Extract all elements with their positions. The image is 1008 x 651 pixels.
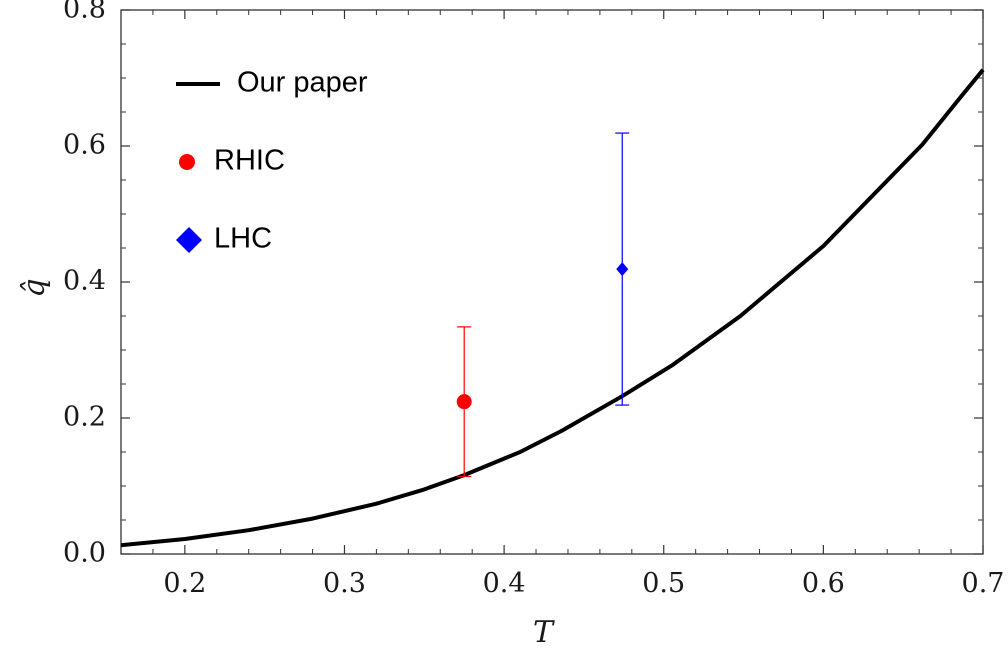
data-point-rhic [456, 394, 472, 410]
legend-label-lhc: LHC [214, 223, 272, 255]
x-tick-label: 0.3 [323, 568, 366, 599]
legend-label-our-paper: Our paper [237, 67, 368, 99]
legend-swatch-lhc [176, 227, 202, 253]
ticks-layer: 0.2 0.3 0.4 0.5 0.6 0.7 0.0 0.2 0.4 0.6 0.8 [63, 0, 1004, 599]
y-tick-label: 0.8 [63, 0, 106, 25]
x-tick-label: 0.2 [163, 568, 206, 599]
data-point-lhc [616, 262, 629, 277]
x-tick-label: 0.7 [962, 568, 1005, 599]
series-layer [120, 68, 985, 548]
series-line-our-paper [120, 68, 985, 548]
x-axis-label: T [533, 615, 555, 650]
x-tick-label: 0.5 [642, 568, 685, 599]
x-tick-label: 0.4 [483, 568, 526, 599]
y-tick-label: 0.4 [63, 266, 106, 297]
y-tick-label: 0.6 [63, 130, 106, 161]
x-tick-label: 0.6 [802, 568, 845, 599]
legend-swatch-rhic [179, 154, 195, 170]
y-tick-label: 0.0 [63, 538, 106, 569]
y-axis-label: q̂ [17, 278, 52, 297]
legend-label-rhic: RHIC [214, 145, 285, 177]
legend: Our paper RHIC LHC [176, 67, 368, 255]
y-tick-label: 0.2 [63, 402, 106, 433]
